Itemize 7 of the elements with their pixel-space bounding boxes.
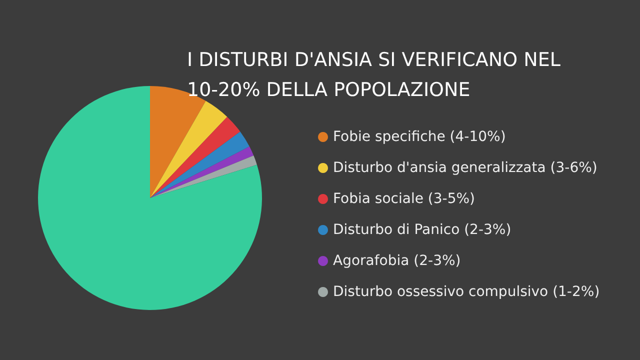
legend-label: Agorafobia (2-3%)	[333, 253, 461, 269]
legend-label: Disturbo ossessivo compulsivo (1-2%)	[333, 284, 600, 300]
legend-label: Disturbo di Panico (2-3%)	[333, 222, 512, 238]
chart-title: I DISTURBI D'ANSIA SI VERIFICANO NEL 10-20% DELLA POPOLAZIONE	[187, 49, 566, 101]
legend-label: Disturbo d'ansia generalizzata (3-6%)	[333, 160, 598, 176]
legend-label: Fobia sociale (3-5%)	[333, 191, 475, 207]
legend-label: Fobie specifiche (4-10%)	[333, 129, 506, 145]
